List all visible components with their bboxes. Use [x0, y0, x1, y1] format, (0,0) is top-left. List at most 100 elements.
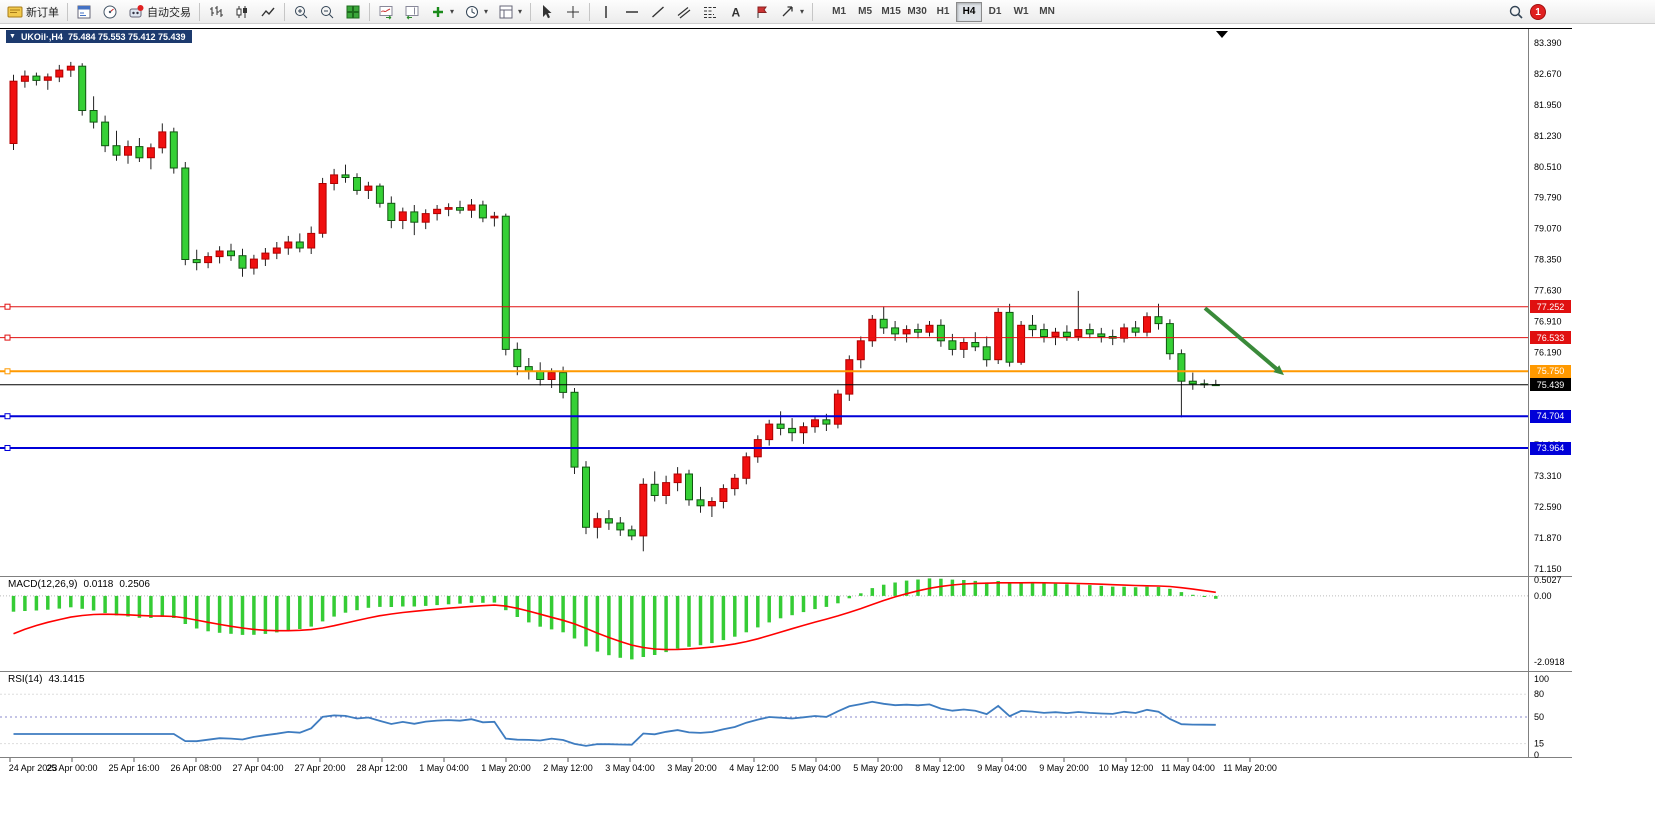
chart-shift-marker[interactable] [1216, 31, 1228, 38]
candle [501, 215, 510, 350]
timeframe-button-m30[interactable]: M30 [904, 2, 930, 22]
macd-header: MACD(12,26,9) 0.0118 0.2506 [8, 579, 150, 590]
candle [181, 167, 190, 260]
timeframe-button-h1[interactable]: H1 [930, 2, 956, 22]
svg-text:73.310: 73.310 [1534, 471, 1562, 481]
notification-badge[interactable]: 1 [1530, 4, 1546, 20]
candle [89, 110, 98, 123]
auto-trading-label: 自动交易 [147, 6, 191, 19]
svg-text:50: 50 [1534, 712, 1544, 722]
periods-button[interactable]: ▾ [459, 1, 493, 23]
data-window-button[interactable] [97, 1, 123, 23]
candle [1131, 327, 1140, 333]
chevron-down-icon: ▾ [450, 7, 455, 16]
timeframe-button-m5[interactable]: M5 [852, 2, 878, 22]
candle [192, 259, 201, 264]
zoom-in-button[interactable] [288, 1, 314, 23]
channel-button[interactable] [671, 1, 697, 23]
candle [524, 366, 533, 372]
svg-text:A: A [732, 5, 741, 19]
chart-window[interactable]: 83.390 82.670 81.950 81.230 80.510 79.790 79.0… [0, 28, 1572, 782]
candle [55, 69, 64, 78]
toolbar-separator [589, 2, 591, 21]
market-watch-button[interactable] [71, 1, 97, 23]
candle [513, 348, 522, 368]
candle [1165, 323, 1174, 355]
trendline-button[interactable] [645, 1, 671, 23]
candle [582, 466, 590, 528]
horizontal-line-button[interactable] [619, 1, 645, 23]
timeframe-button-d1[interactable]: D1 [982, 2, 1008, 22]
macd-signal-value: 0.2506 [119, 579, 150, 590]
collapse-icon[interactable]: ▼ [9, 33, 16, 40]
candle [879, 318, 888, 329]
line-chart-button[interactable] [255, 1, 281, 23]
timeframe-button-m15[interactable]: M15 [878, 2, 904, 22]
bar-chart-icon [210, 5, 223, 17]
templates-icon [499, 5, 513, 18]
candle [1177, 353, 1186, 382]
candle [845, 359, 854, 395]
macd-axis[interactable]: 0.5027 0.00 -2.0918 [1534, 575, 1565, 667]
cursor-button[interactable] [534, 1, 560, 23]
candle [295, 241, 304, 249]
bar-chart-button[interactable] [203, 1, 229, 23]
svg-text:9 May 04:00: 9 May 04:00 [977, 763, 1027, 773]
search-icon[interactable] [1508, 4, 1524, 20]
auto-trading-button[interactable]: 自动交易 [123, 1, 196, 23]
crosshair-button[interactable] [560, 1, 586, 23]
svg-text:1 May 20:00: 1 May 20:00 [481, 763, 531, 773]
candles-layer [9, 65, 1220, 537]
text-button[interactable]: A [723, 1, 749, 23]
chart-canvas[interactable]: 83.390 82.670 81.950 81.230 80.510 79.790 79.0… [0, 29, 1572, 783]
candle [662, 482, 671, 497]
candle [799, 426, 808, 434]
timeframe-button-h4[interactable]: H4 [956, 1, 983, 22]
chart-title-bar[interactable]: ▼ UKOil·,H4 75.484 75.553 75.412 75.439 [6, 30, 192, 43]
svg-text:79.070: 79.070 [1534, 224, 1562, 234]
label-button[interactable] [749, 1, 775, 23]
candle [891, 327, 900, 335]
price-lines[interactable] [0, 303, 1528, 451]
macd-label: MACD(12,26,9) [8, 579, 78, 590]
text-icon: A [732, 5, 741, 19]
current-price-badge: 75.439 [1530, 378, 1571, 392]
candle [673, 473, 682, 484]
candlestick-chart-button[interactable] [229, 1, 255, 23]
price-line-badge: 74.704 [1530, 409, 1571, 423]
candle [833, 393, 842, 425]
vertical-line-button[interactable] [593, 1, 619, 23]
candle [948, 340, 957, 350]
trendline-icon [652, 5, 665, 18]
chart-shift-button[interactable] [399, 1, 425, 23]
timeframe-button-w1[interactable]: W1 [1008, 2, 1034, 22]
fibonacci-button[interactable] [697, 1, 723, 23]
svg-text:82.670: 82.670 [1534, 69, 1562, 79]
candle [811, 419, 819, 428]
svg-text:3 May 04:00: 3 May 04:00 [605, 763, 655, 773]
candle [1120, 327, 1129, 339]
new-order-button[interactable]: 新订单 [2, 1, 64, 23]
arrows-button[interactable]: ▾ [775, 1, 809, 23]
data-window-icon [103, 5, 117, 18]
add-indicator-button[interactable]: ▾ [425, 1, 459, 23]
svg-text:0.00: 0.00 [1534, 591, 1552, 601]
auto-scroll-button[interactable] [373, 1, 399, 23]
candle [902, 329, 911, 335]
timeframe-button-mn[interactable]: MN [1034, 2, 1060, 22]
candle [433, 208, 442, 215]
candle [707, 501, 716, 507]
candle [1017, 324, 1026, 363]
tile-windows-button[interactable] [340, 1, 366, 23]
templates-button[interactable]: ▾ [493, 1, 527, 23]
candle [627, 529, 636, 537]
svg-text:11 May 04:00: 11 May 04:00 [1161, 763, 1215, 773]
zoom-out-button[interactable] [314, 1, 340, 23]
candle [261, 252, 270, 260]
candle [696, 499, 705, 507]
timeframe-button-m1[interactable]: M1 [826, 2, 852, 22]
trend-arrow[interactable] [1203, 306, 1284, 376]
rsi-axis[interactable]: 100 80 50 150 [1534, 674, 1549, 760]
panel-separators [0, 29, 1572, 758]
